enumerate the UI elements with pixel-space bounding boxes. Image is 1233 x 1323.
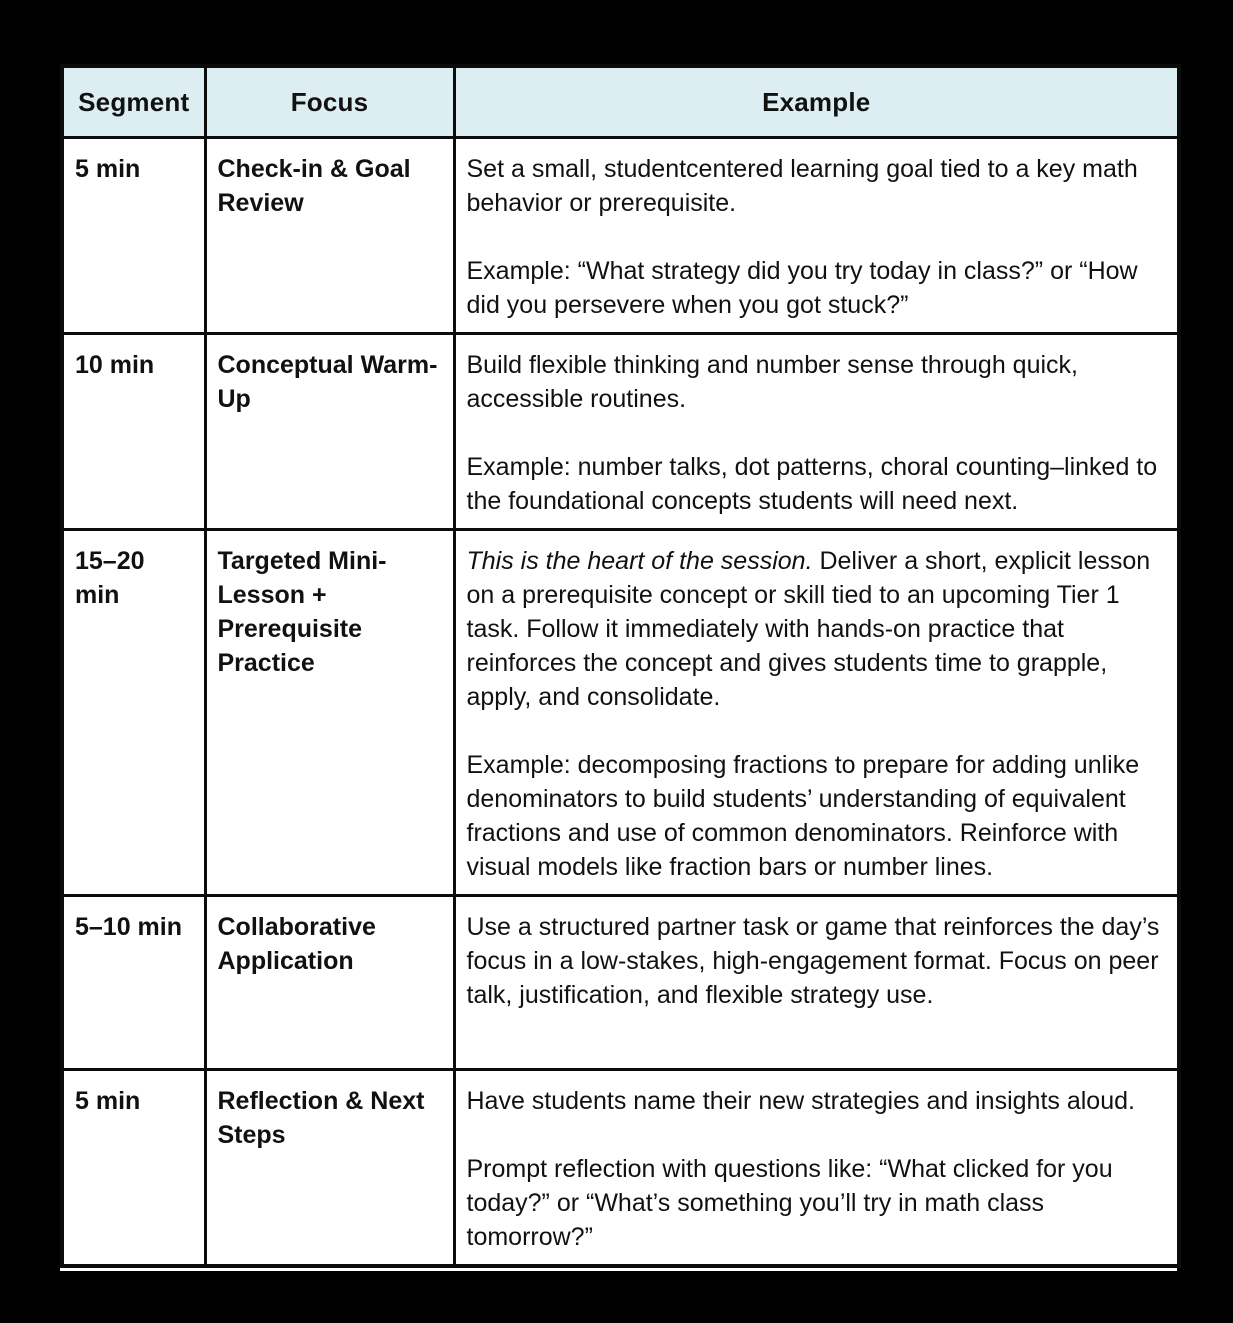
segment-cell: 15–20 min (60, 528, 207, 897)
example-paragraph: Set a small, studentcentered learning go… (466, 155, 1138, 217)
table-row-reflection: 5 min Reflection & Next Steps Have stude… (60, 1068, 1181, 1268)
example-paragraph: This is the heart of the session. Delive… (466, 547, 1151, 711)
lesson-plan-table: Segment Focus Example 5 min Check-in & G… (60, 64, 1181, 1268)
table-row-check-in: 5 min Check-in & Goal Review Set a small… (60, 136, 1181, 335)
example-cell: Set a small, studentcentered learning go… (452, 136, 1181, 335)
italic-lead-sentence: This is the heart of the session. (466, 547, 813, 575)
example-cell: Build flexible thinking and number sense… (452, 332, 1181, 531)
segment-cell: 5–10 min (60, 894, 207, 1071)
segment-cell: 5 min (60, 1068, 207, 1268)
example-cell: Have students name their new strategies … (452, 1068, 1181, 1268)
example-paragraph: Prompt reflection with questions like: “… (466, 1155, 1113, 1251)
example-paragraph: Have students name their new strategies … (466, 1087, 1135, 1115)
table-row-warm-up: 10 min Conceptual Warm-Up Build flexible… (60, 332, 1181, 531)
focus-cell: Check-in & Goal Review (203, 136, 456, 335)
focus-cell: Collaborative Application (203, 894, 456, 1071)
example-paragraph: Example: number talks, dot patterns, cho… (466, 453, 1158, 515)
focus-cell: Reflection & Next Steps (203, 1068, 456, 1268)
focus-cell: Conceptual Warm-Up (203, 332, 456, 531)
example-cell: This is the heart of the session. Delive… (452, 528, 1181, 897)
example-cell: Use a structured partner task or game th… (452, 894, 1181, 1071)
example-paragraph: Example: “What strategy did you try toda… (466, 257, 1138, 319)
table-header-row: Segment Focus Example (60, 64, 1181, 139)
example-paragraph: Example: decomposing fractions to prepar… (466, 751, 1140, 881)
segment-cell: 10 min (60, 332, 207, 531)
example-paragraph: Use a structured partner task or game th… (466, 913, 1160, 1009)
column-header-example: Example (452, 64, 1181, 139)
table-row-collaborative: 5–10 min Collaborative Application Use a… (60, 894, 1181, 1071)
document-sheet: Segment Focus Example 5 min Check-in & G… (60, 64, 1181, 1268)
column-header-focus: Focus (203, 64, 456, 139)
column-header-segment: Segment (60, 64, 207, 139)
example-paragraph: Build flexible thinking and number sense… (466, 351, 1079, 413)
focus-cell: Targeted Mini-Lesson + Prerequisite Prac… (203, 528, 456, 897)
table-row-mini-lesson: 15–20 min Targeted Mini-Lesson + Prerequ… (60, 528, 1181, 897)
segment-cell: 5 min (60, 136, 207, 335)
